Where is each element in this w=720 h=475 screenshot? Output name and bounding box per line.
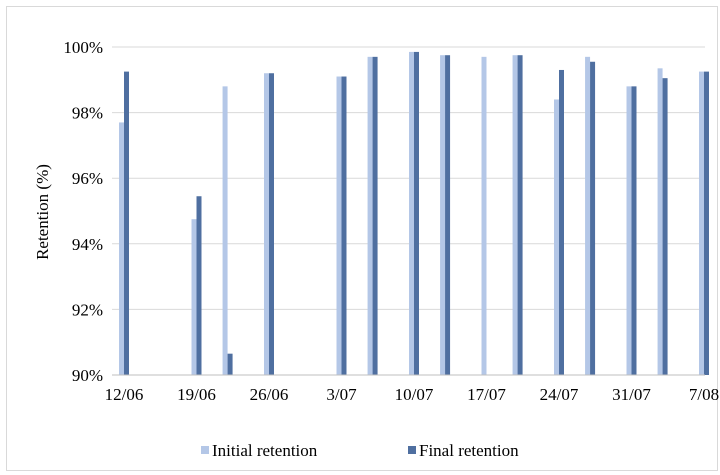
x-tick-label: 17/07 — [467, 385, 506, 404]
legend-label-initial: Initial retention — [212, 441, 318, 460]
y-axis-ticks: 90% 92% 94% 96% 98% 100% — [63, 38, 103, 385]
bars — [119, 51, 709, 376]
bar-final-retention — [414, 51, 419, 376]
bar-initial-retention — [585, 56, 591, 376]
legend-swatch-final — [408, 446, 416, 454]
y-axis-title: Retention (%) — [33, 164, 52, 260]
bar-final-retention — [590, 61, 596, 375]
bar-final-retention — [445, 55, 451, 375]
bar-initial-retention — [222, 86, 228, 376]
y-tick-label: 94% — [72, 235, 103, 254]
x-tick-label: 3/07 — [326, 385, 357, 404]
x-tick-label: 24/07 — [540, 385, 579, 404]
bar-initial-retention — [626, 86, 632, 376]
x-tick-label: 10/07 — [395, 385, 434, 404]
bar-final-retention — [704, 71, 709, 375]
bar-initial-retention — [409, 51, 414, 376]
bar-initial-retention — [119, 122, 124, 375]
bar-final-retention — [227, 353, 233, 375]
x-axis-ticks: 12/06 19/06 26/06 3/07 10/07 17/07 24/07 31/07 7… — [105, 385, 719, 404]
bar-final-retention — [269, 73, 274, 376]
bar-final-retention — [517, 55, 523, 375]
y-tick-label: 100% — [63, 38, 103, 57]
legend-swatch-initial — [201, 446, 209, 454]
y-tick-label: 90% — [72, 366, 103, 385]
x-tick-label: 12/06 — [105, 385, 144, 404]
y-tick-label: 92% — [72, 300, 103, 319]
bar-initial-retention — [367, 56, 373, 376]
y-tick-label: 96% — [72, 169, 103, 188]
bar-final-retention — [631, 86, 637, 376]
bar-initial-retention — [657, 68, 663, 375]
x-tick-label: 7/08 — [689, 385, 719, 404]
bar-initial-retention — [191, 219, 197, 375]
bar-final-retention — [662, 78, 668, 375]
bar-initial-retention — [440, 55, 446, 375]
bar-initial-retention — [336, 76, 342, 376]
bar-final-retention — [124, 71, 129, 375]
x-tick-label: 31/07 — [612, 385, 651, 404]
bar-final-retention — [341, 76, 347, 376]
x-tick-label: 19/06 — [177, 385, 216, 404]
bar-final-retention — [559, 69, 564, 376]
bar-initial-retention — [554, 99, 559, 375]
bar-initial-retention — [699, 71, 704, 375]
gridlines — [112, 46, 705, 310]
bar-final-retention — [372, 56, 378, 376]
bar-final-retention — [196, 196, 202, 375]
x-tick-label: 26/06 — [250, 385, 289, 404]
bar-initial-retention — [264, 73, 269, 376]
legend-label-final: Final retention — [419, 441, 519, 460]
y-tick-label: 98% — [72, 104, 103, 123]
bar-initial-retention — [481, 56, 487, 376]
bar-initial-retention — [512, 55, 518, 375]
legend: Initial retention Final retention — [201, 441, 519, 460]
